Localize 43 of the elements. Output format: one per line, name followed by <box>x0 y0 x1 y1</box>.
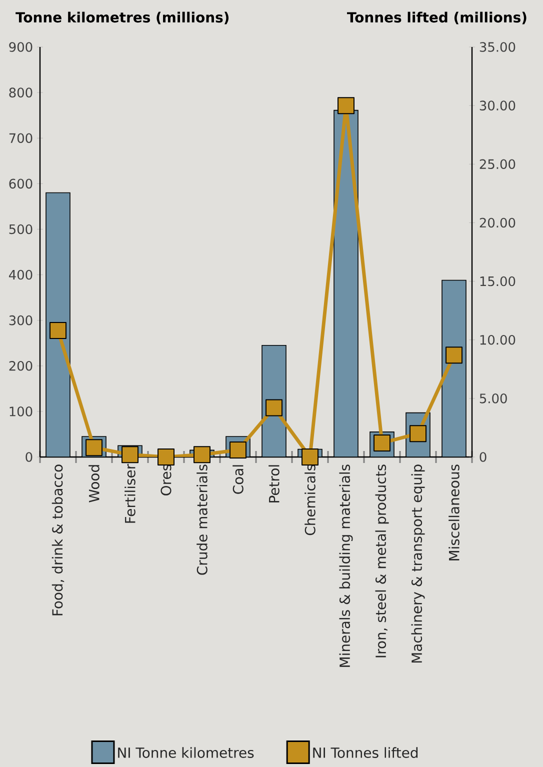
point <box>302 448 319 466</box>
y-tick-label: 0 <box>26 452 32 462</box>
x-tick-label: Crude materials <box>196 464 208 575</box>
x-tick-label: Chemicals <box>304 464 316 536</box>
y2-tick-label: 25.00 <box>480 159 516 170</box>
bar <box>46 192 70 457</box>
point <box>158 448 175 466</box>
y-tick-label: 100 <box>10 406 32 416</box>
x-tick-label: Coal <box>232 465 244 494</box>
y2-tick-label: 30.00 <box>480 100 516 110</box>
point <box>338 97 355 114</box>
legend-label: NI Tonne kilometres <box>118 747 254 758</box>
y-axis-title: Tonne kilometres (millions) <box>16 12 229 24</box>
x-tick-label: Miscellaneous <box>448 464 460 560</box>
y2-tick-label: 5.00 <box>480 394 507 404</box>
bar <box>442 280 466 457</box>
y2-tick-label: 35.00 <box>480 42 516 52</box>
x-tick-label: Minerals & building materials <box>339 464 353 667</box>
y2-tick-label: 0 <box>480 452 486 462</box>
x-tick-label: Food, drink & tobacco <box>52 464 64 616</box>
y-tick-label: 900 <box>9 42 32 52</box>
legend-label: NI Tonnes lifted <box>313 747 418 758</box>
y2-tick-label: 10.00 <box>480 334 516 345</box>
y-tick-label: 300 <box>9 315 32 326</box>
x-tick-label: Fertiliser <box>124 464 136 523</box>
point <box>122 446 139 464</box>
y-tick-label: 600 <box>9 178 32 189</box>
y2-axis-title: Tonnes lifted (millions) <box>347 12 526 24</box>
x-tick-label: Machinery & transport equip <box>411 464 425 663</box>
y-tick-label: 700 <box>9 133 32 144</box>
point <box>50 322 66 339</box>
x-tick-label: Iron, steel & metal products <box>375 464 389 658</box>
point <box>446 346 463 364</box>
y-tick-label: 200 <box>9 360 32 371</box>
x-tick-label: Wood <box>88 465 100 502</box>
y-tick-label: 800 <box>9 88 32 98</box>
y2-tick-label: 15.00 <box>480 276 516 286</box>
x-tick-label: Ores <box>160 464 172 496</box>
x-tick-label: Petrol <box>268 465 280 502</box>
y2-tick-label: 20.00 <box>480 218 516 228</box>
point <box>266 399 283 416</box>
y-tick-label: 500 <box>9 224 32 234</box>
y-tick-label: 400 <box>8 270 32 280</box>
